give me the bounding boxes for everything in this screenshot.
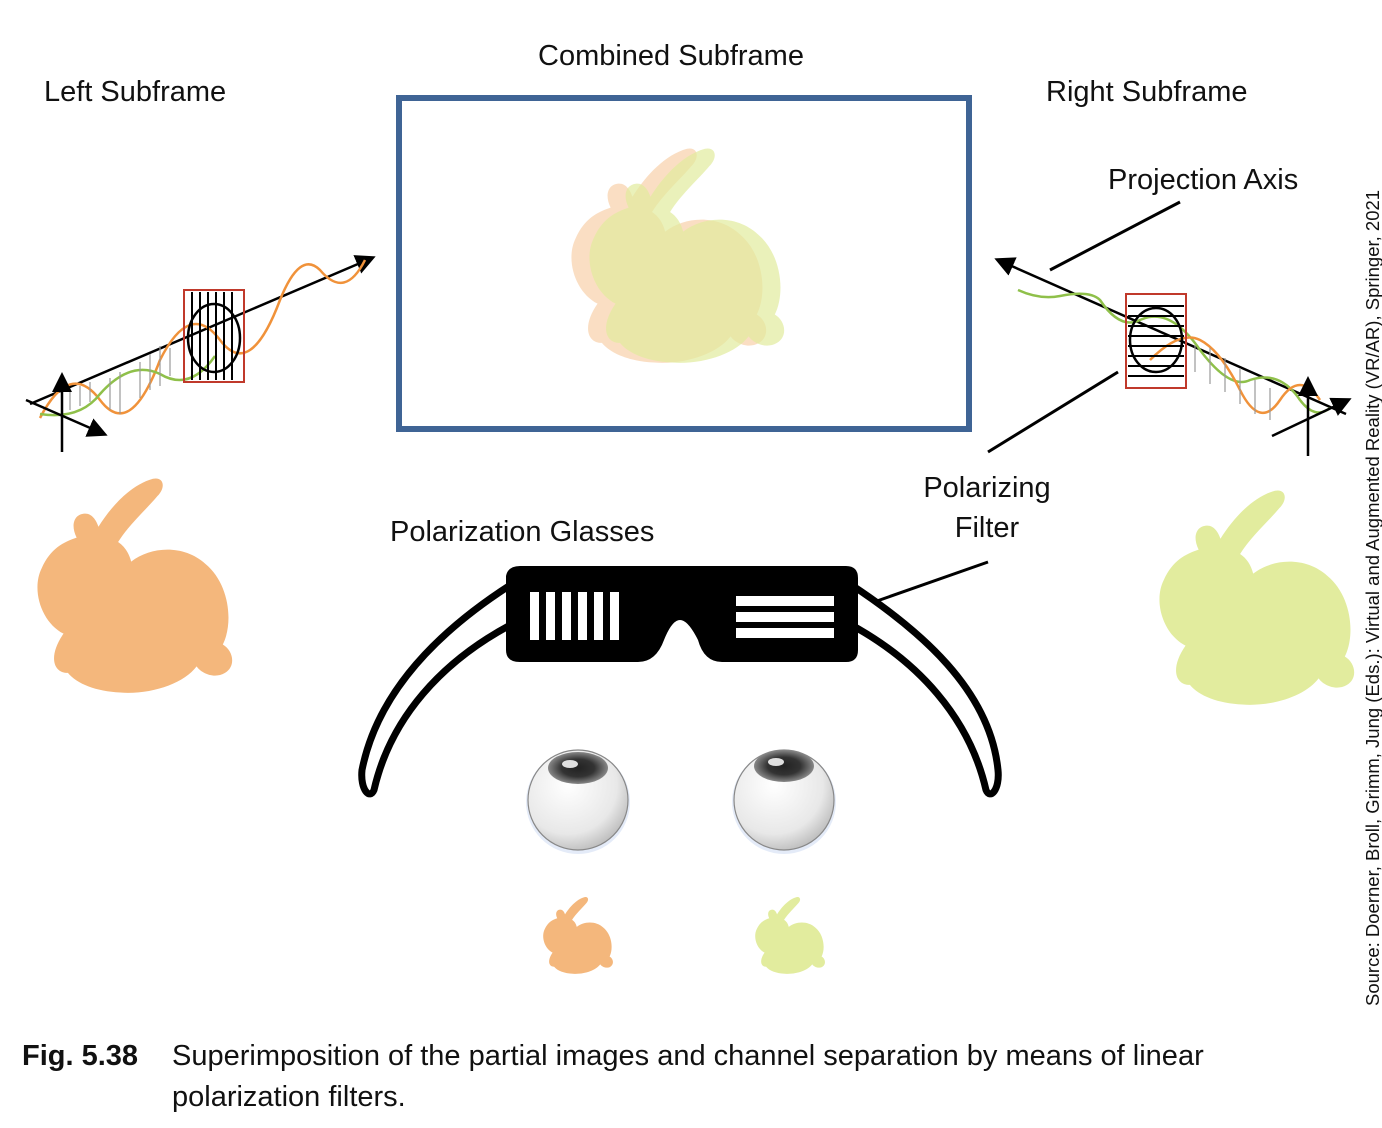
left-wave-illustration bbox=[25, 255, 376, 452]
right-eye bbox=[732, 749, 836, 854]
left-small-bunny bbox=[543, 897, 613, 974]
polarizing-filter-label-line1: Polarizing bbox=[923, 472, 1051, 504]
projection-axis-pointer bbox=[1049, 200, 1181, 272]
right-subframe-label: Right Subframe bbox=[1046, 76, 1248, 108]
right-wave-illustration bbox=[994, 257, 1352, 456]
right-small-bunny bbox=[755, 897, 825, 974]
left-bunny bbox=[37, 478, 233, 693]
right-bunny bbox=[1159, 490, 1355, 705]
caption-text: Superimposition of the partial images an… bbox=[172, 1040, 1204, 1113]
polarization-glasses bbox=[358, 566, 1002, 798]
left-subframe-label: Left Subframe bbox=[44, 76, 227, 108]
left-eye bbox=[526, 749, 630, 854]
projection-axis-label: Projection Axis bbox=[1108, 164, 1299, 196]
source-credit: Source: Doerner, Broll, Grimm, Jung (Eds… bbox=[1362, 189, 1382, 1006]
polarizing-filter-pointer bbox=[987, 370, 1119, 454]
combined-subframe-box bbox=[396, 95, 972, 432]
combined-subframe-label: Combined Subframe bbox=[538, 40, 804, 72]
caption-number: Fig. 5.38 bbox=[22, 1040, 139, 1072]
polarizing-filter-label-line2: Filter bbox=[954, 512, 1020, 544]
polarization-glasses-label: Polarization Glasses bbox=[390, 516, 655, 548]
